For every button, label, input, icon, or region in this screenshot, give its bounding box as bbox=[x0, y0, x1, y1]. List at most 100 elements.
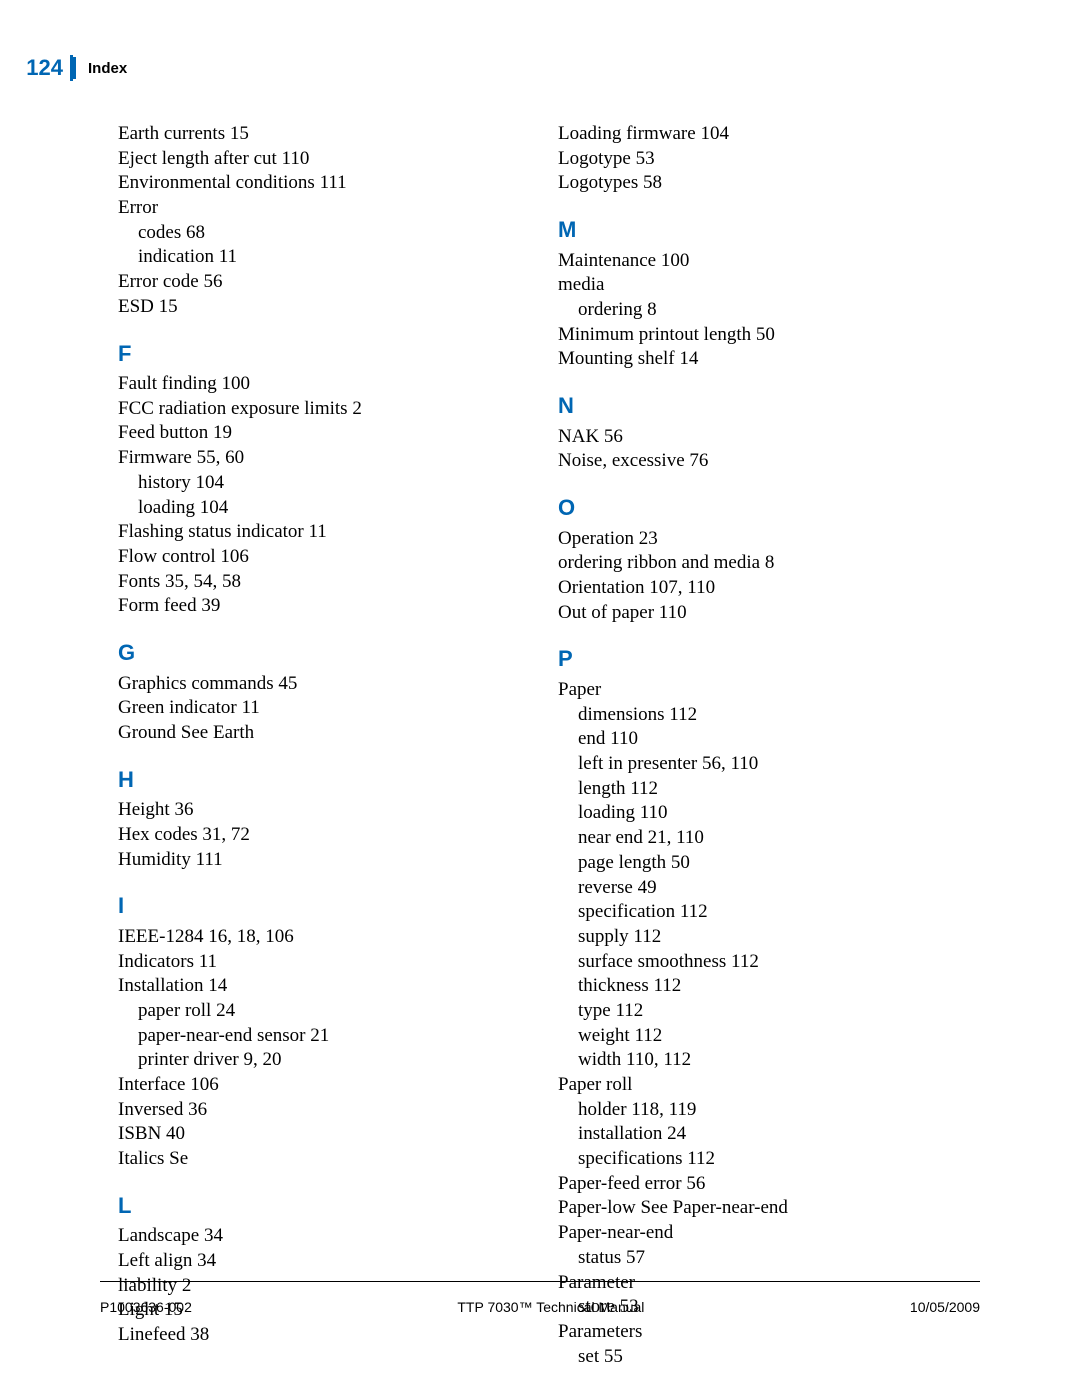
index-subentry: reverse 49 bbox=[558, 876, 950, 901]
index-left-column: Earth currents 15Eject length after cut … bbox=[118, 122, 510, 1242]
index-subentry: end 110 bbox=[558, 727, 950, 752]
header-divider bbox=[73, 57, 76, 79]
index-entry: Noise, excessive 76 bbox=[558, 449, 950, 474]
index-content: Earth currents 15Eject length after cut … bbox=[118, 122, 950, 1242]
index-section-letter: G bbox=[118, 639, 510, 668]
index-subentry: surface smoothness 112 bbox=[558, 950, 950, 975]
index-entry: Logotype 53 bbox=[558, 147, 950, 172]
index-subentry: left in presenter 56, 110 bbox=[558, 752, 950, 777]
index-entry: Parameters bbox=[558, 1320, 950, 1345]
index-subentry: printer driver 9, 20 bbox=[118, 1048, 510, 1073]
index-subentry: near end 21, 110 bbox=[558, 826, 950, 851]
index-entry: Parameter bbox=[558, 1271, 950, 1296]
index-entry: IEEE-1284 16, 18, 106 bbox=[118, 925, 510, 950]
footer-center: TTP 7030™ Technical Manual bbox=[457, 1299, 644, 1315]
index-entry: Green indicator 11 bbox=[118, 696, 510, 721]
index-subentry: specifications 112 bbox=[558, 1147, 950, 1172]
index-subentry: history 104 bbox=[118, 471, 510, 496]
index-subentry: specification 112 bbox=[558, 900, 950, 925]
index-right-column: Loading firmware 104Logotype 53Logotypes… bbox=[558, 122, 950, 1242]
index-subentry: supply 112 bbox=[558, 925, 950, 950]
index-entry: Landscape 34 bbox=[118, 1224, 510, 1249]
index-entry: Fonts 35, 54, 58 bbox=[118, 570, 510, 595]
index-subentry: ordering 8 bbox=[558, 298, 950, 323]
index-entry: Environmental conditions 111 bbox=[118, 171, 510, 196]
index-entry: Out of paper 110 bbox=[558, 601, 950, 626]
index-entry: Flashing status indicator 11 bbox=[118, 520, 510, 545]
index-subentry: set 55 bbox=[558, 1345, 950, 1370]
index-entry: Interface 106 bbox=[118, 1073, 510, 1098]
index-entry: Logotypes 58 bbox=[558, 171, 950, 196]
index-entry: Loading firmware 104 bbox=[558, 122, 950, 147]
index-entry: Minimum printout length 50 bbox=[558, 323, 950, 348]
index-entry: Indicators 11 bbox=[118, 950, 510, 975]
index-section-letter: P bbox=[558, 645, 950, 674]
index-entry: Hex codes 31, 72 bbox=[118, 823, 510, 848]
page-number: 124 bbox=[9, 55, 73, 81]
index-entry: Ground See Earth bbox=[118, 721, 510, 746]
index-section-letter: H bbox=[118, 766, 510, 795]
index-subentry: width 110, 112 bbox=[558, 1048, 950, 1073]
index-entry: Paper-feed error 56 bbox=[558, 1172, 950, 1197]
index-entry: Error code 56 bbox=[118, 270, 510, 295]
index-entry: Orientation 107, 110 bbox=[558, 576, 950, 601]
index-entry: Graphics commands 45 bbox=[118, 672, 510, 697]
index-subentry: page length 50 bbox=[558, 851, 950, 876]
index-entry: Eject length after cut 110 bbox=[118, 147, 510, 172]
footer-left: P1003636-002 bbox=[100, 1299, 192, 1315]
index-entry: Height 36 bbox=[118, 798, 510, 823]
index-entry: Paper-near-end bbox=[558, 1221, 950, 1246]
index-entry: Left align 34 bbox=[118, 1249, 510, 1274]
index-section-letter: M bbox=[558, 216, 950, 245]
index-entry: Italics Se bbox=[118, 1147, 510, 1172]
index-subentry: holder 118, 119 bbox=[558, 1098, 950, 1123]
index-entry: ESD 15 bbox=[118, 295, 510, 320]
index-entry: media bbox=[558, 273, 950, 298]
index-entry: Form feed 39 bbox=[118, 594, 510, 619]
index-entry: Earth currents 15 bbox=[118, 122, 510, 147]
index-section-letter: L bbox=[118, 1192, 510, 1221]
footer-rule bbox=[100, 1281, 980, 1282]
index-subentry: length 112 bbox=[558, 777, 950, 802]
index-entry: Feed button 19 bbox=[118, 421, 510, 446]
index-subentry: thickness 112 bbox=[558, 974, 950, 999]
index-section-letter: F bbox=[118, 340, 510, 369]
index-section-letter: N bbox=[558, 392, 950, 421]
index-entry: NAK 56 bbox=[558, 425, 950, 450]
index-section-letter: O bbox=[558, 494, 950, 523]
index-section-letter: I bbox=[118, 892, 510, 921]
index-subentry: status 57 bbox=[558, 1246, 950, 1271]
page-footer: P1003636-002 TTP 7030™ Technical Manual … bbox=[100, 1299, 980, 1315]
index-entry: ISBN 40 bbox=[118, 1122, 510, 1147]
index-subentry: installation 24 bbox=[558, 1122, 950, 1147]
index-entry: Error bbox=[118, 196, 510, 221]
index-entry: Maintenance 100 bbox=[558, 249, 950, 274]
footer-right: 10/05/2009 bbox=[910, 1299, 980, 1315]
index-entry: Paper-low See Paper-near-end bbox=[558, 1196, 950, 1221]
page-title: Index bbox=[88, 60, 127, 77]
index-subentry: indication 11 bbox=[118, 245, 510, 270]
index-subentry: type 112 bbox=[558, 999, 950, 1024]
index-entry: Paper bbox=[558, 678, 950, 703]
index-subentry: loading 104 bbox=[118, 496, 510, 521]
index-entry: Inversed 36 bbox=[118, 1098, 510, 1123]
index-entry: FCC radiation exposure limits 2 bbox=[118, 397, 510, 422]
index-entry: Mounting shelf 14 bbox=[558, 347, 950, 372]
index-subentry: paper-near-end sensor 21 bbox=[118, 1024, 510, 1049]
index-entry: Linefeed 38 bbox=[118, 1323, 510, 1348]
index-entry: Flow control 106 bbox=[118, 545, 510, 570]
index-entry: Installation 14 bbox=[118, 974, 510, 999]
index-subentry: dimensions 112 bbox=[558, 703, 950, 728]
index-entry: Operation 23 bbox=[558, 527, 950, 552]
index-subentry: weight 112 bbox=[558, 1024, 950, 1049]
index-entry: liability 2 bbox=[118, 1274, 510, 1299]
index-subentry: loading 110 bbox=[558, 801, 950, 826]
index-subentry: codes 68 bbox=[118, 221, 510, 246]
index-entry: Paper roll bbox=[558, 1073, 950, 1098]
index-entry: Firmware 55, 60 bbox=[118, 446, 510, 471]
index-subentry: paper roll 24 bbox=[118, 999, 510, 1024]
index-entry: ordering ribbon and media 8 bbox=[558, 551, 950, 576]
page-header: 124 Index bbox=[70, 55, 1005, 81]
index-entry: Fault finding 100 bbox=[118, 372, 510, 397]
index-entry: Humidity 111 bbox=[118, 848, 510, 873]
